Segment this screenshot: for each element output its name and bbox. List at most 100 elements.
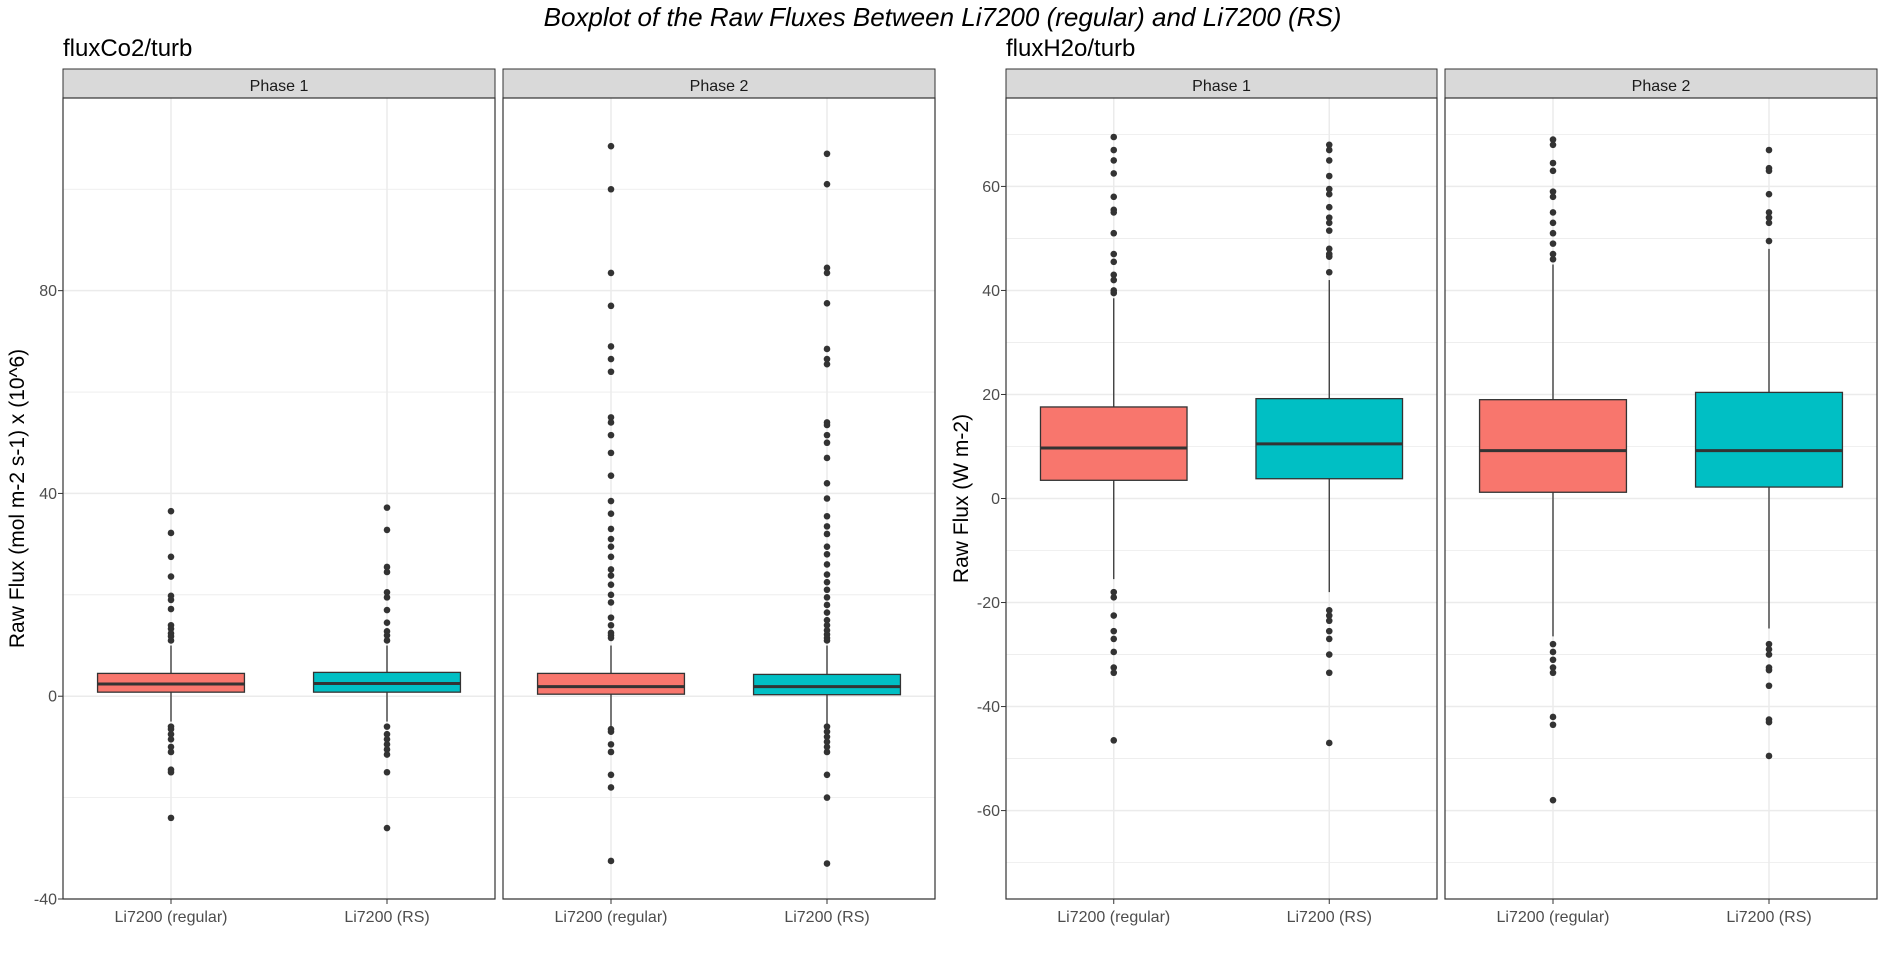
outlier-point [1110,157,1118,164]
outlier-point [1325,739,1333,747]
outlier-point [607,748,615,756]
facet-strip [62,68,496,99]
outlier-point [607,553,615,561]
outlier-point [823,512,831,520]
y-axis-label: Raw Flux (mol m-2 s-1) x (10^6) [6,349,29,648]
outlier-point [383,563,391,571]
outlier-point [1549,796,1557,804]
outlier-point [383,746,391,753]
box-regular [1478,136,1628,804]
outlier-point [1110,664,1118,671]
outlier-point [607,449,615,457]
iqr-box [1255,397,1404,480]
outlier-point [383,588,391,596]
outlier-point [383,723,391,730]
outlier-point [383,768,391,776]
outlier-point [1549,713,1557,721]
outlier-point [167,743,175,751]
outlier-point [607,566,615,573]
outlier-point [1325,253,1333,260]
outlier-point [167,596,175,604]
outlier-point [167,625,175,633]
box-regular [1039,133,1188,744]
outlier-point [607,614,615,621]
outlier-point [383,504,391,511]
outlier-point [823,355,831,363]
outlier-point [823,743,831,751]
outlier-point [823,601,831,609]
outlier-point [167,507,175,515]
facet-panel: Phase 2 Li7200 (regular) Li7200 (RS) [502,68,936,926]
outlier-point [1549,250,1557,258]
chart-fluxco2-turb: fluxCo2/turb Raw Flux (mol m-2 s-1) x (10… [6,35,936,926]
outlier-point [607,185,615,193]
outlier-point [383,637,391,644]
outlier-point [1325,617,1333,625]
outlier-point [823,571,831,578]
iqr-box [752,673,902,696]
chart-title: fluxCo2/turb [63,35,192,62]
outlier-point [823,421,831,429]
outlier-point [1765,666,1773,674]
outlier-point [1549,648,1557,656]
outlier-point [607,857,615,865]
outlier-point [607,472,615,479]
outlier-point [383,632,391,639]
x-tick-label: Li7200 (regular) [1497,909,1610,926]
panel-border [1444,97,1878,900]
facet-strip [1005,68,1438,99]
outlier-point [1110,146,1118,154]
x-tick-label: Li7200 (regular) [555,909,668,926]
outlier-point [823,733,831,741]
y-tick-label: 0 [48,689,57,706]
facet-panel: Phase 1 Li7200 (regular) Li7200 (RS) [62,68,496,926]
outlier-point [1765,682,1773,690]
outlier-point [823,860,831,867]
x-tick-label: Li7200 (RS) [784,909,869,926]
outlier-point [1765,214,1773,221]
x-tick-label: Li7200 (regular) [115,909,228,926]
outlier-point [607,525,615,533]
outlier-point [1110,669,1118,677]
y-tick-label: 80 [39,283,57,300]
outlier-point [1765,209,1773,216]
outlier-point [823,150,831,158]
outlier-point [823,550,831,558]
outlier-point [823,609,831,616]
outlier-point [823,794,831,801]
outlier-point [1110,229,1118,237]
outlier-point [1325,157,1333,164]
outlier-point [1765,146,1773,154]
outlier-point [823,523,831,530]
outlier-point [823,439,831,447]
outlier-point [823,748,831,756]
outlier-point [823,621,831,629]
box-rs [312,504,462,832]
outlier-point [823,637,831,644]
y-tick-label: 0 [991,491,1000,508]
outlier-point [607,269,615,277]
plots-container: fluxCo2/turb Raw Flux (mol m-2 s-1) x (10… [6,35,1878,926]
y-tick-label: 20 [982,387,1000,404]
outlier-point [1549,193,1557,201]
outlier-point [167,748,175,756]
outlier-point [1765,237,1773,245]
outlier-point [1325,146,1333,154]
outlier-point [383,751,391,758]
box-rs [1694,146,1844,760]
outlier-point [1325,612,1333,619]
outlier-point [167,605,175,613]
outlier-point [1765,167,1773,175]
outlier-point [1110,193,1118,201]
outlier-point [1549,669,1557,677]
outlier-point [167,736,175,743]
box-rs [1255,141,1404,747]
facet-strip-label: Phase 2 [690,78,749,95]
outlier-point [823,454,831,462]
outlier-point [607,599,615,606]
x-tick-label: Li7200 (RS) [1287,909,1372,926]
outlier-point [1110,648,1118,656]
outlier-point [1765,646,1773,653]
y-tick-label: -40 [34,892,57,909]
outlier-point [607,535,615,543]
